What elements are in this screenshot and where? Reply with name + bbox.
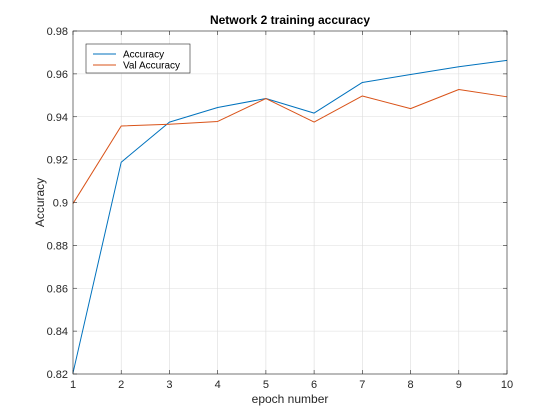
x-tick-label: 5 bbox=[263, 379, 269, 391]
legend-label-val-accuracy: Val Accuracy bbox=[123, 61, 180, 72]
y-tick-label: 0.82 bbox=[47, 369, 68, 381]
x-tick-label: 4 bbox=[215, 379, 221, 391]
ticks: 1 2 3 4 5 6 7 8 9 10 0.82 0.84 0.86 0.88 0.9 0.92 0.94 0.… bbox=[47, 26, 514, 391]
x-tick-label: 2 bbox=[118, 379, 124, 391]
y-tick-label: 0.88 bbox=[47, 240, 68, 252]
y-tick-label: 0.92 bbox=[47, 155, 68, 167]
x-tick-label: 9 bbox=[456, 379, 462, 391]
series-line-accuracy bbox=[72, 59, 508, 374]
x-tick-label: 10 bbox=[501, 379, 513, 391]
y-tick-label: 0.94 bbox=[47, 112, 68, 124]
x-tick-label: 3 bbox=[166, 379, 172, 391]
chart-title: Network 2 training accuracy bbox=[210, 13, 370, 27]
x-tick-label: 1 bbox=[70, 379, 76, 391]
x-axis-label: epoch number bbox=[252, 392, 329, 406]
x-tick-label: 6 bbox=[311, 379, 317, 391]
series-line-val-accuracy bbox=[72, 89, 508, 204]
legend-label-accuracy: Accuracy bbox=[123, 50, 164, 61]
y-tick-label: 0.9 bbox=[53, 198, 68, 210]
y-tick-label: 0.84 bbox=[47, 326, 68, 338]
x-tick-label: 8 bbox=[407, 379, 413, 391]
x-tick-label: 7 bbox=[359, 379, 365, 391]
y-tick-label: 0.86 bbox=[47, 283, 68, 295]
y-axis-label: Accuracy bbox=[33, 178, 47, 227]
y-tick-label: 0.96 bbox=[47, 69, 68, 81]
legend: Accuracy Val Accuracy bbox=[85, 43, 191, 74]
y-tick-label: 0.98 bbox=[47, 26, 68, 38]
series-layer bbox=[72, 59, 508, 374]
legend-box bbox=[85, 43, 191, 74]
